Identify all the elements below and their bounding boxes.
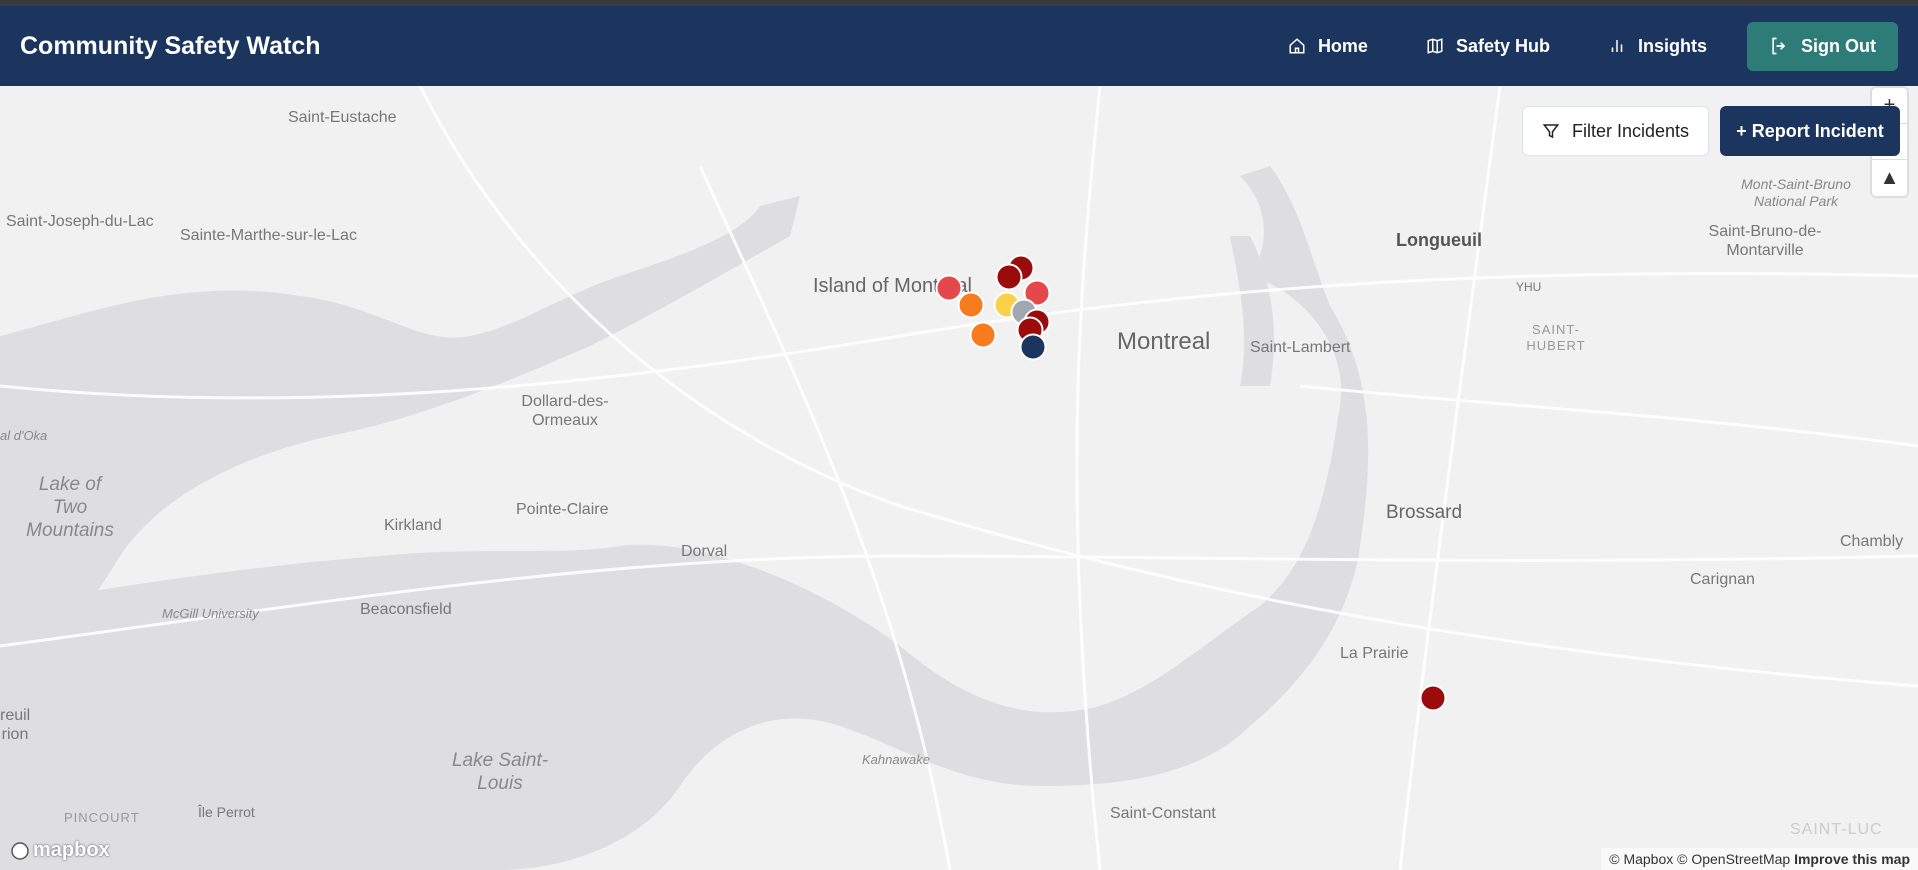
map-label: Dorval xyxy=(681,543,728,560)
nav-safety-hub[interactable]: Safety Hub xyxy=(1426,36,1550,57)
incident-marker[interactable] xyxy=(995,263,1023,291)
map-label: Island of Montreal xyxy=(813,275,972,297)
map-label: Saint-Bruno-de-Montarville xyxy=(1708,223,1822,260)
main-nav: Home Safety Hub Insights Sign Out xyxy=(1230,21,1898,71)
filter-incidents-button[interactable]: Filter Incidents xyxy=(1522,106,1709,156)
map-label: Saint-Constant xyxy=(1110,805,1216,822)
incident-marker[interactable] xyxy=(1419,684,1447,712)
map-label: al d'Oka xyxy=(0,428,48,443)
mapbox-logo-text: mapbox xyxy=(33,839,110,861)
map-basemap xyxy=(0,86,1918,870)
map-label: Île Perrot xyxy=(198,804,255,820)
sign-out-icon xyxy=(1772,37,1786,55)
incident-marker[interactable] xyxy=(957,291,985,319)
compass-button[interactable]: ▲ xyxy=(1879,166,1900,189)
map-label: Chambly xyxy=(1840,533,1904,550)
map-label: Beaconsfield xyxy=(360,601,452,618)
map-label: PINCOURT xyxy=(64,810,140,825)
map-label: La Prairie xyxy=(1340,645,1409,662)
map-label: Lake Saint-Louis xyxy=(451,750,549,794)
map-label: Pointe-Claire xyxy=(516,501,609,518)
filter-incidents-label: Filter Incidents xyxy=(1571,120,1690,141)
map-label: Dollard-des-Ormeaux xyxy=(521,393,609,430)
incident-marker[interactable] xyxy=(1019,333,1047,361)
nav-insights[interactable]: Insights xyxy=(1608,36,1707,57)
map-label: SAINT-HUBERT xyxy=(1526,322,1586,353)
incident-marker[interactable] xyxy=(935,274,963,302)
nav-safety-hub-label: Safety Hub xyxy=(1455,35,1550,56)
filter-icon xyxy=(1542,124,1560,139)
map-label: Carignan xyxy=(1690,571,1755,588)
mapbox-logo[interactable]: mapbox xyxy=(10,839,110,862)
attribution-text[interactable]: © Mapbox © OpenStreetMap xyxy=(1609,851,1791,867)
map-label: Montreal xyxy=(1117,328,1211,355)
sign-out-label: Sign Out xyxy=(1801,35,1876,56)
map-label: Saint-Joseph-du-Lac xyxy=(6,213,154,230)
map-label: Saint-Eustache xyxy=(288,109,397,126)
sign-out-button[interactable]: Sign Out xyxy=(1747,21,1898,71)
map-icon xyxy=(1427,38,1443,54)
map-label: YHU xyxy=(1516,280,1542,294)
map-label: SAINT-LUC xyxy=(1790,821,1883,838)
map-label: Saint-Lambert xyxy=(1250,339,1351,356)
map-label: Longueuil xyxy=(1396,230,1482,250)
incident-marker[interactable] xyxy=(969,321,997,349)
nav-home[interactable]: Home xyxy=(1288,36,1368,57)
nav-insights-label: Insights xyxy=(1637,35,1707,56)
mapbox-logo-icon xyxy=(11,841,29,860)
zoom-out-button[interactable] xyxy=(1872,124,1907,160)
map-label: Brossard xyxy=(1386,502,1463,523)
bar-chart-icon xyxy=(1611,40,1623,52)
map-attribution: © Mapbox © OpenStreetMap Improve this ma… xyxy=(1601,848,1918,870)
map-label: reuil-rion xyxy=(0,707,30,744)
map-label: McGill University xyxy=(162,606,259,621)
map-label: Lake of Two Mountains xyxy=(26,474,114,541)
improve-map-link[interactable]: Improve this map xyxy=(1794,851,1910,867)
browser-top-strip xyxy=(0,0,1918,6)
map-label: Sainte-Marthe-sur-le-Lac xyxy=(180,227,357,244)
nav-home-label: Home xyxy=(1317,35,1368,56)
map-label: Mont-Saint-Bruno National Park xyxy=(1741,176,1851,209)
incident-map[interactable]: Saint-Eustache Saint-Joseph-du-Lac Saint… xyxy=(0,86,1918,870)
report-incident-button[interactable]: + Report Incident xyxy=(1720,106,1900,156)
home-icon xyxy=(1289,38,1305,54)
app-title: Community Safety Watch xyxy=(20,31,321,60)
app-header: Community Safety Watch Home Safety Hub I… xyxy=(0,6,1918,86)
map-label: Kirkland xyxy=(384,517,442,534)
map-label: Kahnawake xyxy=(862,752,930,767)
